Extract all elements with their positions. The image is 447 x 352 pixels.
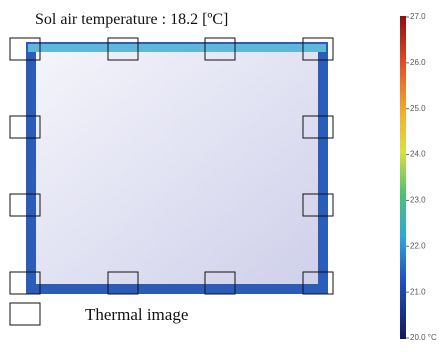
- tick-label: 24.0: [410, 150, 426, 159]
- colorbar-ticks: 20.0 °C 21.0 22.0 23.0 24.0 25.0 26.0 27.0: [406, 12, 437, 342]
- tick-label: 25.0: [410, 104, 426, 113]
- tick-label: 20.0 °C: [410, 333, 437, 342]
- colorbar: [400, 16, 406, 339]
- title: Sol air temperature : 18.2 [ºC]: [35, 11, 228, 28]
- figure: Sol air temperature : 18.2 [ºC] Thermal …: [0, 0, 447, 352]
- thermal-image: [26, 42, 328, 294]
- tick-label: 22.0: [410, 241, 426, 250]
- tick-label: 27.0: [410, 12, 426, 21]
- legend-label: Thermal image: [85, 305, 188, 324]
- tick-label: 23.0: [410, 196, 426, 205]
- tick-label: 26.0: [410, 58, 426, 67]
- tick-label: 21.0: [410, 287, 426, 296]
- legend-box: [10, 303, 40, 325]
